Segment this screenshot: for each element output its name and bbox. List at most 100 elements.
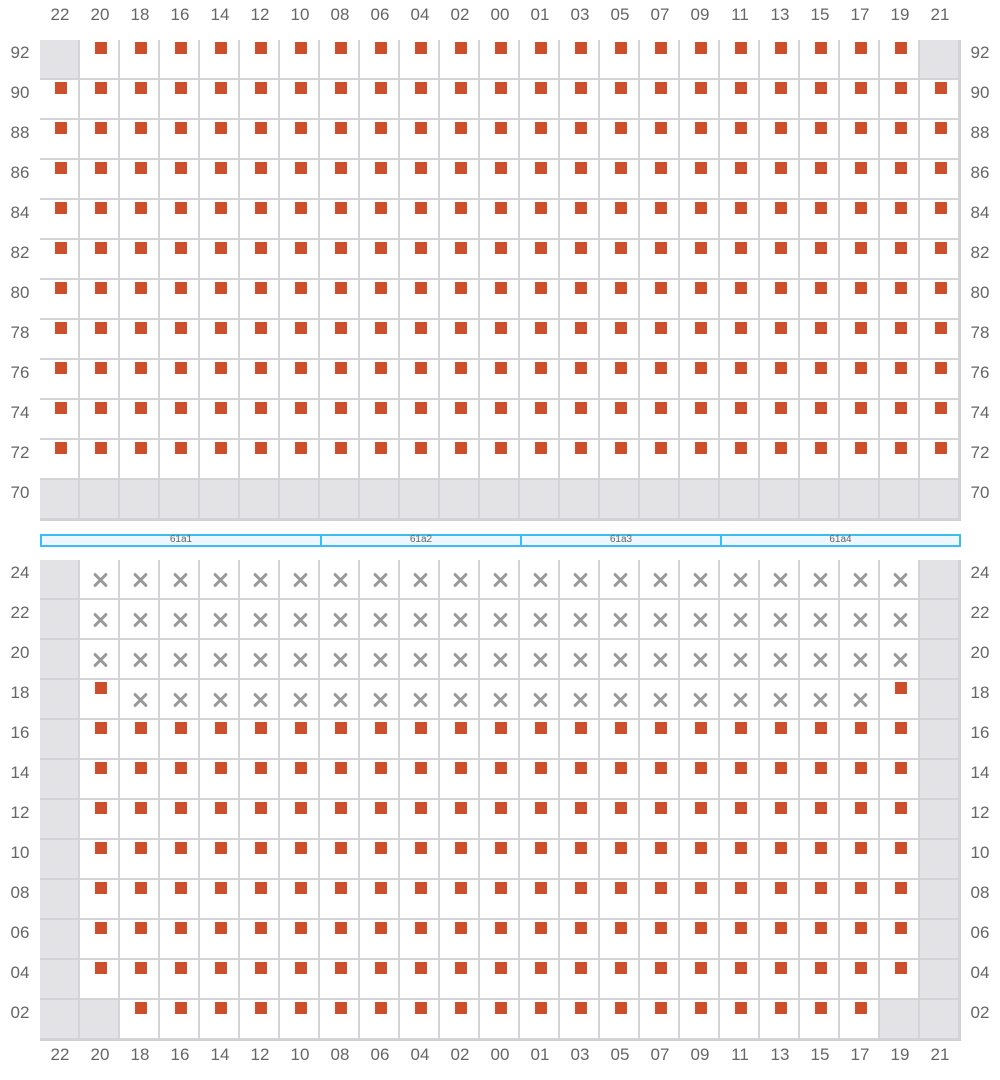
available-seat-icon[interactable] [735,362,747,374]
available-seat-icon[interactable] [895,922,907,934]
seat-cell[interactable] [320,80,360,120]
available-seat-icon[interactable] [255,42,267,54]
available-seat-icon[interactable] [495,922,507,934]
seat-cell[interactable] [280,720,320,760]
available-seat-icon[interactable] [775,322,787,334]
seat-cell[interactable] [480,960,520,1000]
seat-cell[interactable] [840,120,880,160]
available-seat-icon[interactable] [215,42,227,54]
seat-cell[interactable] [360,1000,400,1040]
available-seat-icon[interactable] [935,122,947,134]
seat-cell[interactable] [80,960,120,1000]
seat-cell[interactable] [520,800,560,840]
available-seat-icon[interactable] [695,242,707,254]
available-seat-icon[interactable] [615,1002,627,1014]
available-seat-icon[interactable] [255,962,267,974]
available-seat-icon[interactable] [135,162,147,174]
available-seat-icon[interactable] [695,1002,707,1014]
available-seat-icon[interactable] [575,722,587,734]
seat-cell[interactable] [280,320,320,360]
seat-cell[interactable] [480,600,520,640]
available-seat-icon[interactable] [335,922,347,934]
seat-cell[interactable] [40,200,80,240]
seat-cell[interactable] [520,920,560,960]
seat-cell[interactable] [320,200,360,240]
available-seat-icon[interactable] [95,282,107,294]
available-seat-icon[interactable] [775,962,787,974]
seat-cell[interactable] [720,800,760,840]
available-seat-icon[interactable] [455,202,467,214]
available-seat-icon[interactable] [615,402,627,414]
available-seat-icon[interactable] [295,42,307,54]
seat-cell[interactable] [240,320,280,360]
seat-cell[interactable] [320,280,360,320]
available-seat-icon[interactable] [535,762,547,774]
seat-cell[interactable] [920,200,960,240]
available-seat-icon[interactable] [215,162,227,174]
seat-cell[interactable] [600,920,640,960]
seat-cell[interactable] [640,120,680,160]
seat-cell[interactable] [440,200,480,240]
seat-cell[interactable] [440,680,480,720]
seat-cell[interactable] [600,80,640,120]
available-seat-icon[interactable] [775,202,787,214]
seat-cell[interactable] [760,800,800,840]
seat-cell[interactable] [440,40,480,80]
seat-cell[interactable] [680,120,720,160]
seat-cell[interactable] [640,840,680,880]
seat-cell[interactable] [360,200,400,240]
seat-cell[interactable] [720,600,760,640]
seat-cell[interactable] [880,360,920,400]
available-seat-icon[interactable] [175,842,187,854]
seat-cell[interactable] [160,920,200,960]
available-seat-icon[interactable] [815,962,827,974]
available-seat-icon[interactable] [335,882,347,894]
seat-cell[interactable] [600,680,640,720]
available-seat-icon[interactable] [175,442,187,454]
seat-cell[interactable] [560,720,600,760]
seat-cell[interactable] [80,240,120,280]
seat-cell[interactable] [440,720,480,760]
seat-cell[interactable] [560,960,600,1000]
available-seat-icon[interactable] [295,1002,307,1014]
available-seat-icon[interactable] [815,322,827,334]
available-seat-icon[interactable] [95,762,107,774]
available-seat-icon[interactable] [295,802,307,814]
available-seat-icon[interactable] [135,722,147,734]
seat-cell[interactable] [640,1000,680,1040]
seat-cell[interactable] [520,80,560,120]
seat-cell[interactable] [560,880,600,920]
available-seat-icon[interactable] [895,362,907,374]
available-seat-icon[interactable] [695,42,707,54]
seat-cell[interactable] [920,280,960,320]
seat-cell[interactable] [400,880,440,920]
seat-cell[interactable] [560,800,600,840]
seat-cell[interactable] [880,400,920,440]
available-seat-icon[interactable] [215,242,227,254]
available-seat-icon[interactable] [695,762,707,774]
seat-cell[interactable] [120,400,160,440]
seat-cell[interactable] [680,80,720,120]
seat-cell[interactable] [600,40,640,80]
seat-cell[interactable] [360,680,400,720]
seat-cell[interactable] [760,1000,800,1040]
available-seat-icon[interactable] [455,1002,467,1014]
seat-cell[interactable] [280,1000,320,1040]
available-seat-icon[interactable] [295,242,307,254]
seat-cell[interactable] [40,440,80,480]
seat-cell[interactable] [400,640,440,680]
seat-cell[interactable] [320,600,360,640]
available-seat-icon[interactable] [735,922,747,934]
available-seat-icon[interactable] [255,922,267,934]
seat-cell[interactable] [560,920,600,960]
seat-cell[interactable] [120,280,160,320]
available-seat-icon[interactable] [135,362,147,374]
available-seat-icon[interactable] [255,202,267,214]
seat-cell[interactable] [280,800,320,840]
available-seat-icon[interactable] [135,82,147,94]
available-seat-icon[interactable] [695,322,707,334]
available-seat-icon[interactable] [135,882,147,894]
available-seat-icon[interactable] [255,362,267,374]
available-seat-icon[interactable] [495,362,507,374]
available-seat-icon[interactable] [95,162,107,174]
